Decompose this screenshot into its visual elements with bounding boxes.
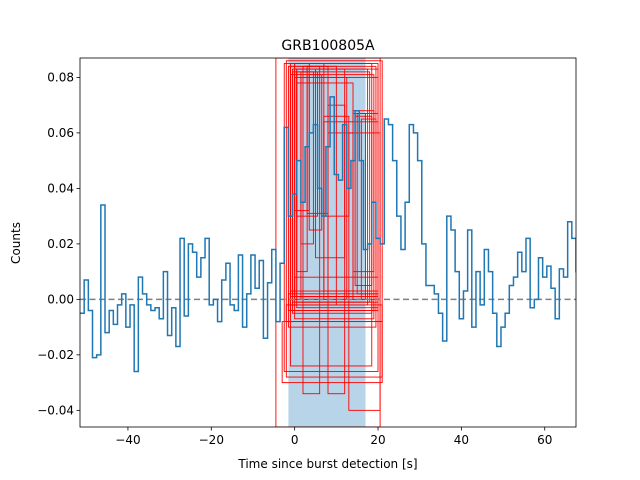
- red-box-32: [281, 321, 383, 384]
- y-tick-label: −0.02: [37, 348, 74, 362]
- x-tick-label: −20: [199, 433, 224, 447]
- red-box-36: [315, 68, 346, 259]
- plot-clip-group: [80, 58, 576, 427]
- y-tick-label: 0.02: [47, 237, 74, 251]
- y-tick-label: 0.06: [47, 126, 74, 140]
- red-box-38: [302, 65, 321, 395]
- red-box-23: [348, 132, 381, 411]
- red-box-30: [294, 301, 375, 320]
- red-box-28: [287, 293, 379, 311]
- step-series-line: [80, 96, 576, 373]
- red-box-1: [285, 60, 383, 378]
- chart-title: GRB100805A: [281, 38, 375, 54]
- y-tick-label: 0.00: [47, 292, 74, 306]
- y-tick-label: 0.04: [47, 181, 74, 195]
- plot-frame: [79, 57, 577, 428]
- x-tick-label: 40: [454, 433, 469, 447]
- red-box-34: [300, 71, 314, 245]
- plot-area: [79, 57, 577, 428]
- y-axis: −0.04 −0.02 0.00 0.02 0.04 0.06 0.08: [37, 70, 80, 417]
- y-axis-label: Counts: [9, 222, 23, 264]
- y-tick-label: −0.04: [37, 403, 74, 417]
- x-tick-label: −40: [115, 433, 140, 447]
- x-tick-label: 20: [370, 433, 385, 447]
- x-axis-label: Time since burst detection [s]: [237, 457, 417, 471]
- red-box-21: [354, 115, 373, 286]
- x-axis: −40 −20 0 20 40 60: [115, 427, 552, 447]
- x-tick-label: 60: [537, 433, 552, 447]
- x-tick-label: 0: [291, 433, 299, 447]
- y-tick-label: 0.08: [47, 70, 74, 84]
